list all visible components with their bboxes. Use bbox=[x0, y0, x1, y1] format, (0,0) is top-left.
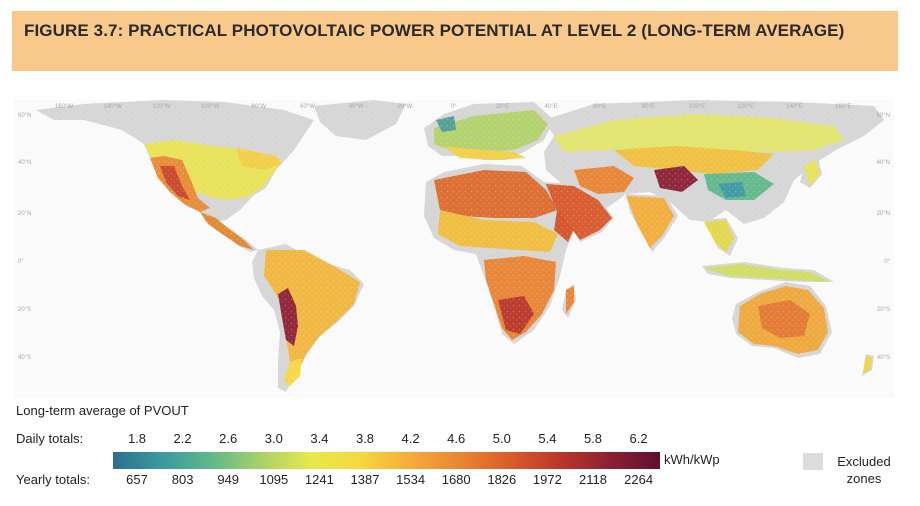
yearly-value: 1241 bbox=[304, 472, 334, 487]
longitude-tick-label: 20°E bbox=[496, 104, 509, 110]
daily-value: 5.8 bbox=[583, 431, 603, 446]
yearly-value: 1680 bbox=[441, 472, 471, 487]
daily-value: 1.8 bbox=[127, 431, 147, 446]
yearly-value: 1534 bbox=[396, 472, 426, 487]
yearly-value: 803 bbox=[171, 472, 194, 487]
legend-title: Long-term average of PVOUT bbox=[16, 403, 189, 418]
excluded-zones-label: Excluded zones bbox=[837, 454, 891, 486]
longitude-tick-label: 120°W bbox=[152, 104, 170, 110]
longitude-tick-label: 40°E bbox=[544, 104, 557, 110]
daily-value: 6.2 bbox=[629, 431, 648, 446]
longitude-tick-label: 60°W bbox=[300, 104, 315, 110]
yearly-value: 657 bbox=[126, 472, 148, 487]
daily-totals-label: Daily totals: bbox=[16, 431, 84, 446]
daily-value: 4.6 bbox=[447, 431, 466, 446]
yearly-value: 2264 bbox=[624, 472, 654, 487]
daily-value: 3.0 bbox=[264, 431, 283, 446]
excluded-specks bbox=[14, 100, 894, 398]
latitude-tick-label: 0° bbox=[884, 259, 890, 265]
yearly-value: 949 bbox=[217, 472, 240, 487]
longitude-tick-label: 140°W bbox=[104, 104, 122, 110]
figure-title-bar: FIGURE 3.7: PRACTICAL PHOTOVOLTAIC POWER… bbox=[12, 11, 898, 71]
latitude-tick-label: 0° bbox=[18, 259, 24, 265]
longitude-tick-label: 0° bbox=[451, 104, 457, 110]
daily-value: 3.4 bbox=[310, 431, 329, 446]
latitude-tick-label: 20°N bbox=[18, 211, 31, 217]
yearly-value: 1972 bbox=[532, 472, 562, 487]
latitude-tick-label: 60°N bbox=[877, 113, 890, 119]
latitude-tick-label: 40°N bbox=[18, 160, 31, 166]
latitude-tick-label: 20°S bbox=[18, 307, 31, 313]
daily-value: 2.6 bbox=[219, 431, 238, 446]
yearly-value: 1826 bbox=[487, 472, 517, 487]
yearly-value: 1095 bbox=[259, 472, 289, 487]
longitude-tick-label: 80°E bbox=[642, 104, 655, 110]
yearly-totals-label: Yearly totals: bbox=[16, 472, 90, 487]
daily-value: 3.8 bbox=[355, 431, 375, 446]
latitude-tick-label: 60°N bbox=[18, 113, 31, 119]
unit-label: kWh/kWp bbox=[664, 452, 720, 467]
longitude-tick-label: 100°W bbox=[201, 104, 219, 110]
latitude-ticks: 60°N 60°N 40°N 40°N 20°N 20°N 0° 0° 20°S 20°S 40°S… bbox=[18, 113, 891, 361]
longitude-tick-label: 160°W bbox=[55, 104, 73, 110]
world-map-svg: 160°W 140°W 120°W 100°W 80°W 60°W 40°W 20°W 0° 20… bbox=[14, 100, 894, 398]
longitude-tick-label: 60°E bbox=[593, 104, 606, 110]
longitude-tick-label: 20°W bbox=[398, 104, 413, 110]
longitude-ticks: 160°W 140°W 120°W 100°W 80°W 60°W 40°W 20°W 0° 20… bbox=[55, 104, 851, 110]
latitude-tick-label: 20°N bbox=[877, 211, 890, 217]
color-scale-bar bbox=[113, 452, 660, 469]
latitude-tick-label: 40°S bbox=[877, 355, 890, 361]
yearly-value: 1387 bbox=[350, 472, 380, 487]
longitude-tick-label: 80°W bbox=[251, 104, 266, 110]
world-map: 160°W 140°W 120°W 100°W 80°W 60°W 40°W 20°W 0° 20… bbox=[14, 100, 894, 398]
longitude-tick-label: 120°E bbox=[738, 104, 754, 110]
yearly-value: 2118 bbox=[579, 472, 607, 487]
longitude-tick-label: 140°E bbox=[786, 104, 802, 110]
latitude-tick-label: 40°S bbox=[18, 355, 31, 361]
longitude-tick-label: 100°E bbox=[689, 104, 705, 110]
latitude-tick-label: 20°S bbox=[877, 307, 890, 313]
excluded-zones-swatch bbox=[803, 453, 823, 470]
figure-title: FIGURE 3.7: PRACTICAL PHOTOVOLTAIC POWER… bbox=[24, 21, 845, 40]
daily-value: 4.2 bbox=[401, 431, 420, 446]
latitude-tick-label: 40°N bbox=[877, 160, 890, 166]
daily-value: 5.0 bbox=[492, 431, 511, 446]
longitude-tick-label: 40°W bbox=[349, 104, 364, 110]
daily-value: 5.4 bbox=[538, 431, 557, 446]
daily-value: 2.2 bbox=[173, 431, 192, 446]
longitude-tick-label: 160°E bbox=[835, 104, 851, 110]
